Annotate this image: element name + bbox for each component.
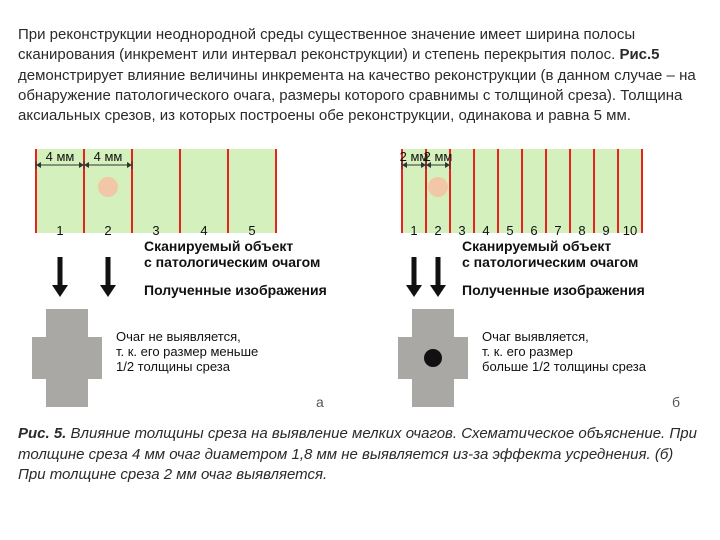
svg-text:больше 1/2 толщины среза: больше 1/2 толщины среза [482,359,647,374]
svg-text:б: б [672,394,680,410]
svg-text:7: 7 [554,223,561,238]
svg-text:3: 3 [458,223,465,238]
svg-text:Очаг выявляется,: Очаг выявляется, [482,329,589,344]
figure-5-caption: Рис. 5. Влияние толщины среза на выявлен… [18,424,702,485]
svg-text:с патологическим очагом: с патологическим очагом [462,254,638,270]
intro-paragraph: При реконструкции неоднородной среды сущ… [18,25,702,126]
svg-text:Очаг не выявляется,: Очаг не выявляется, [116,329,241,344]
svg-text:6: 6 [530,223,537,238]
svg-text:5: 5 [248,223,255,238]
para-before: При реконструкции неоднородной среды сущ… [18,26,635,63]
svg-text:т. к. его размер: т. к. его размер [482,344,573,359]
figure-5-svg: 4 мм4 мм12345Сканируемый объектс патолог… [18,141,702,411]
svg-text:4: 4 [482,223,489,238]
svg-text:9: 9 [602,223,609,238]
svg-text:4 мм: 4 мм [94,149,123,164]
svg-text:10: 10 [623,223,637,238]
svg-text:Сканируемый объект: Сканируемый объект [144,238,293,254]
svg-text:1/2 толщины среза: 1/2 толщины среза [116,359,231,374]
svg-text:Полученные изображения: Полученные изображения [462,282,645,298]
para-bold: Рис.5 [619,46,659,63]
svg-text:т. к. его размер меньше: т. к. его размер меньше [116,344,258,359]
svg-text:1: 1 [56,223,63,238]
para-after: демонстрирует влияние величины инкремент… [18,67,696,125]
svg-text:2: 2 [434,223,441,238]
figure-5: 4 мм4 мм12345Сканируемый объектс патолог… [18,141,702,416]
svg-text:Полученные изображения: Полученные изображения [144,282,327,298]
svg-text:8: 8 [578,223,585,238]
caption-rest: Влияние толщины среза на выявление мелки… [18,425,697,483]
svg-text:5: 5 [506,223,513,238]
svg-text:1: 1 [410,223,417,238]
svg-text:2 мм: 2 мм [424,149,453,164]
svg-text:3: 3 [152,223,159,238]
svg-text:а: а [316,394,324,410]
svg-text:с патологическим очагом: с патологическим очагом [144,254,320,270]
caption-bold: Рис. 5. [18,425,66,442]
svg-text:4 мм: 4 мм [46,149,75,164]
svg-text:Сканируемый объект: Сканируемый объект [462,238,611,254]
svg-text:2: 2 [104,223,111,238]
svg-text:4: 4 [200,223,207,238]
